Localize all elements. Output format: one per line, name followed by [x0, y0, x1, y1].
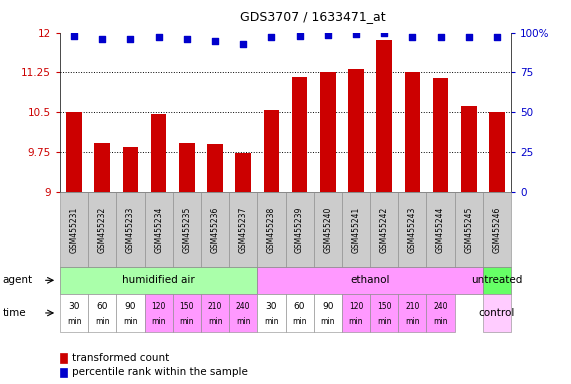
Text: 30: 30 [266, 301, 277, 311]
Text: GSM455235: GSM455235 [182, 206, 191, 253]
Bar [123, 147, 138, 192]
Text: 90: 90 [322, 301, 333, 311]
Text: 240: 240 [236, 301, 251, 311]
Text: min: min [433, 317, 448, 326]
Text: humidified air: humidified air [122, 275, 195, 285]
Text: min: min [405, 317, 420, 326]
Text: 120: 120 [151, 301, 166, 311]
Text: 60: 60 [294, 301, 305, 311]
Text: GSM455236: GSM455236 [211, 206, 219, 253]
Bar [461, 106, 477, 192]
Text: min: min [67, 317, 81, 326]
Bar [292, 77, 307, 192]
Point [98, 36, 107, 42]
Text: GSM455240: GSM455240 [323, 206, 332, 253]
Text: GSM455245: GSM455245 [464, 206, 473, 253]
Bar [179, 143, 195, 192]
Bar [489, 112, 505, 192]
Bar [207, 144, 223, 192]
Text: min: min [349, 317, 363, 326]
Text: min: min [95, 317, 110, 326]
Text: GSM455234: GSM455234 [154, 206, 163, 253]
Bar [433, 78, 448, 192]
Text: min: min [208, 317, 222, 326]
Point [408, 34, 417, 40]
Text: min: min [264, 317, 279, 326]
Text: GSM455244: GSM455244 [436, 206, 445, 253]
Text: GSM455241: GSM455241 [352, 206, 360, 253]
Text: GSM455243: GSM455243 [408, 206, 417, 253]
Bar [348, 69, 364, 192]
Point [126, 36, 135, 42]
Text: GSM455239: GSM455239 [295, 206, 304, 253]
Text: GSM455242: GSM455242 [380, 206, 389, 253]
Text: min: min [292, 317, 307, 326]
Text: 210: 210 [208, 301, 222, 311]
Point [295, 33, 304, 39]
Text: 150: 150 [377, 301, 392, 311]
Bar [94, 142, 110, 192]
Text: ethanol: ethanol [351, 275, 390, 285]
Bar [264, 110, 279, 192]
Bar [235, 153, 251, 192]
Text: 60: 60 [96, 301, 108, 311]
Text: 30: 30 [69, 301, 80, 311]
Point [464, 34, 473, 40]
Bar [405, 73, 420, 192]
Text: agent: agent [3, 275, 33, 285]
Point [380, 30, 389, 36]
Point [182, 36, 191, 42]
Text: control: control [478, 308, 515, 318]
Bar [320, 73, 336, 192]
Text: min: min [123, 317, 138, 326]
Text: GSM455246: GSM455246 [492, 206, 501, 253]
Text: GSM455238: GSM455238 [267, 206, 276, 253]
Point [154, 34, 163, 40]
Text: min: min [151, 317, 166, 326]
Text: GDS3707 / 1633471_at: GDS3707 / 1633471_at [240, 10, 385, 23]
Text: GSM455232: GSM455232 [98, 206, 107, 253]
Bar [376, 40, 392, 192]
Text: time: time [3, 308, 26, 318]
Bar [66, 112, 82, 192]
Point [436, 34, 445, 40]
Text: min: min [236, 317, 251, 326]
Point [492, 34, 501, 40]
Text: GSM455231: GSM455231 [70, 206, 79, 253]
Text: 210: 210 [405, 301, 420, 311]
Point [323, 32, 332, 38]
Text: GSM455237: GSM455237 [239, 206, 248, 253]
Point [351, 31, 360, 37]
Point [239, 41, 248, 47]
Text: GSM455233: GSM455233 [126, 206, 135, 253]
Text: min: min [320, 317, 335, 326]
Text: transformed count: transformed count [72, 353, 169, 363]
Text: 120: 120 [349, 301, 363, 311]
Point [267, 34, 276, 40]
Point [70, 33, 79, 39]
Text: min: min [179, 317, 194, 326]
Text: untreated: untreated [471, 275, 522, 285]
Text: min: min [377, 317, 392, 326]
Text: 240: 240 [433, 301, 448, 311]
Point [211, 38, 220, 44]
Bar [151, 114, 166, 192]
Text: percentile rank within the sample: percentile rank within the sample [72, 367, 248, 377]
Text: 90: 90 [124, 301, 136, 311]
Text: 150: 150 [179, 301, 194, 311]
